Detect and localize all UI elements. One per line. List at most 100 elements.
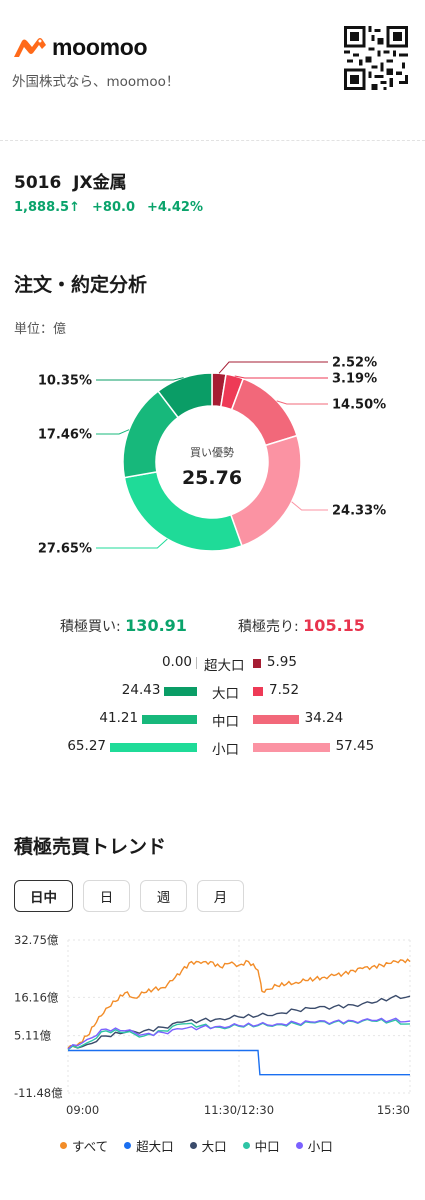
y-tick-label: 5.11億 bbox=[14, 1029, 52, 1043]
moomoo-logo-icon bbox=[14, 37, 46, 57]
arrow-up-icon: ↑ bbox=[69, 200, 81, 215]
sell-value: 34.24 bbox=[304, 710, 344, 726]
donut-center-label: 買い優勢 bbox=[190, 445, 234, 459]
donut-slice bbox=[157, 372, 213, 419]
donut-leader-line bbox=[96, 377, 184, 381]
legend-item[interactable]: 中口 bbox=[242, 1136, 280, 1155]
buy-value: 65.27 bbox=[67, 738, 106, 754]
sell-bar bbox=[253, 659, 261, 668]
tab-month[interactable]: 月 bbox=[197, 880, 244, 912]
y-tick-label: 16.16億 bbox=[14, 990, 59, 1004]
brand-logo[interactable]: moomoo bbox=[12, 34, 148, 61]
trend-line-chart: 32.75億 16.16億 5.11億 -11.48億 09:00 11:30/12:3… bbox=[14, 933, 411, 1117]
total-buy-label: 積極買い: bbox=[60, 619, 121, 635]
sell-bar bbox=[253, 687, 264, 696]
donut-slice-label: 14.50% bbox=[332, 398, 386, 413]
stock-code: 5016 bbox=[14, 173, 62, 193]
size-label: 中口 bbox=[212, 714, 239, 730]
legend-item[interactable]: 超大口 bbox=[124, 1136, 174, 1155]
sell-bar bbox=[253, 715, 299, 724]
stock-quote: 1,888.5↑ +80.0 +4.42% bbox=[14, 200, 203, 215]
total-buy: 積極買い: 130.91 bbox=[60, 616, 187, 636]
buy-bar bbox=[196, 657, 197, 669]
donut-slice-label: 27.65% bbox=[38, 542, 92, 557]
buy-value: 0.00 bbox=[161, 654, 192, 670]
donut-leader-line bbox=[96, 429, 130, 435]
legend-dot-icon bbox=[242, 1142, 250, 1149]
sell-value: 57.45 bbox=[335, 738, 375, 754]
order-donut-chart: 2.52%3.19% 14.50% 24.33% 27.65% 17.46% 10.35%… bbox=[38, 356, 386, 557]
trend-legend: すべて 超大口 大口 中口 小口 bbox=[60, 1136, 333, 1155]
tab-day[interactable]: 日 bbox=[83, 880, 130, 912]
size-row: 65.27 小口 57.45 bbox=[0, 734, 425, 762]
sell-value: 5.95 bbox=[266, 654, 297, 670]
total-buy-value: 130.91 bbox=[125, 616, 187, 635]
donut-slice-label: 17.46% bbox=[38, 428, 92, 443]
stock-name: JX金属 bbox=[73, 173, 127, 193]
total-sell-label: 積極売り: bbox=[238, 619, 299, 635]
donut-leader-line bbox=[276, 400, 328, 405]
legend-dot-icon bbox=[60, 1142, 67, 1149]
donut-slice bbox=[229, 434, 302, 547]
divider bbox=[0, 140, 425, 141]
buy-value: 24.43 bbox=[121, 682, 161, 698]
legend-dot-icon bbox=[295, 1142, 303, 1149]
legend-label: すべて bbox=[72, 1139, 109, 1154]
donut-slice-label: 24.33% bbox=[332, 504, 386, 519]
order-size-breakdown: 0.00 超大口 5.95 24.43 大口 7.52 41.21 中口 34.24 65.27 小… bbox=[0, 650, 425, 762]
y-tick-label: 32.75億 bbox=[14, 933, 59, 947]
donut-slice-label: 2.52% bbox=[332, 356, 377, 371]
tab-week[interactable]: 週 bbox=[140, 880, 187, 912]
donut-leader-line bbox=[96, 538, 168, 549]
donut-slice-label: 10.35% bbox=[38, 374, 92, 389]
legend-label: 小口 bbox=[307, 1139, 333, 1154]
sell-value: 7.52 bbox=[269, 682, 300, 698]
trend-series-line bbox=[67, 1017, 411, 1050]
tab-intraday[interactable]: 日中 bbox=[14, 880, 73, 912]
size-row: 41.21 中口 34.24 bbox=[0, 706, 425, 734]
order-analysis-title: 注文・約定分析 bbox=[14, 274, 148, 296]
trend-title: 積極売買トレンド bbox=[14, 836, 167, 858]
donut-center-value: 25.76 bbox=[182, 467, 242, 489]
legend-label: 中口 bbox=[254, 1139, 280, 1154]
buy-value: 41.21 bbox=[99, 710, 139, 726]
legend-dot-icon bbox=[189, 1142, 197, 1149]
stock-change: +80.0 bbox=[92, 200, 135, 215]
sell-bar bbox=[253, 743, 330, 752]
legend-item[interactable]: 大口 bbox=[189, 1136, 227, 1155]
size-label: 大口 bbox=[212, 686, 239, 702]
unit-label: 単位：億 bbox=[14, 322, 67, 337]
x-tick-label: 15:30 bbox=[377, 1103, 410, 1117]
total-sell-value: 105.15 bbox=[303, 616, 365, 635]
trend-series-line bbox=[68, 1049, 410, 1076]
size-label: 小口 bbox=[212, 742, 239, 758]
buy-bar bbox=[164, 687, 197, 696]
stock-price: 1,888.5 bbox=[14, 200, 70, 215]
buy-bar bbox=[142, 715, 197, 724]
legend-item[interactable]: すべて bbox=[60, 1136, 108, 1155]
legend-item[interactable]: 小口 bbox=[295, 1136, 333, 1155]
size-row: 0.00 超大口 5.95 bbox=[0, 650, 425, 678]
trend-series-line bbox=[67, 958, 411, 1049]
qr-code-icon[interactable] bbox=[344, 26, 408, 90]
total-sell: 積極売り: 105.15 bbox=[238, 616, 365, 636]
x-tick-label: 09:00 bbox=[66, 1103, 99, 1117]
buy-bar bbox=[110, 743, 197, 752]
legend-dot-icon bbox=[124, 1142, 132, 1149]
donut-leader-line bbox=[234, 375, 328, 379]
donut-slice-label: 3.19% bbox=[332, 372, 377, 387]
period-tabs: 日中 日 週 月 bbox=[14, 880, 244, 912]
legend-label: 大口 bbox=[201, 1139, 227, 1154]
y-tick-label: -11.48億 bbox=[14, 1086, 63, 1100]
size-label: 超大口 bbox=[204, 658, 245, 674]
donut-leader-line bbox=[291, 501, 328, 511]
brand-tagline: 外国株式なら、moomoo！ bbox=[12, 74, 180, 90]
donut-slice bbox=[230, 377, 298, 447]
legend-label: 超大口 bbox=[136, 1139, 174, 1154]
stock-change-pct: +4.42% bbox=[146, 200, 203, 215]
donut-leader-line bbox=[218, 361, 328, 374]
brand-name: moomoo bbox=[52, 34, 148, 60]
size-row: 24.43 大口 7.52 bbox=[0, 678, 425, 706]
stock-title: 5016 JX金属 bbox=[14, 168, 127, 193]
header: moomoo 外国株式なら、moomoo！ bbox=[0, 0, 425, 140]
